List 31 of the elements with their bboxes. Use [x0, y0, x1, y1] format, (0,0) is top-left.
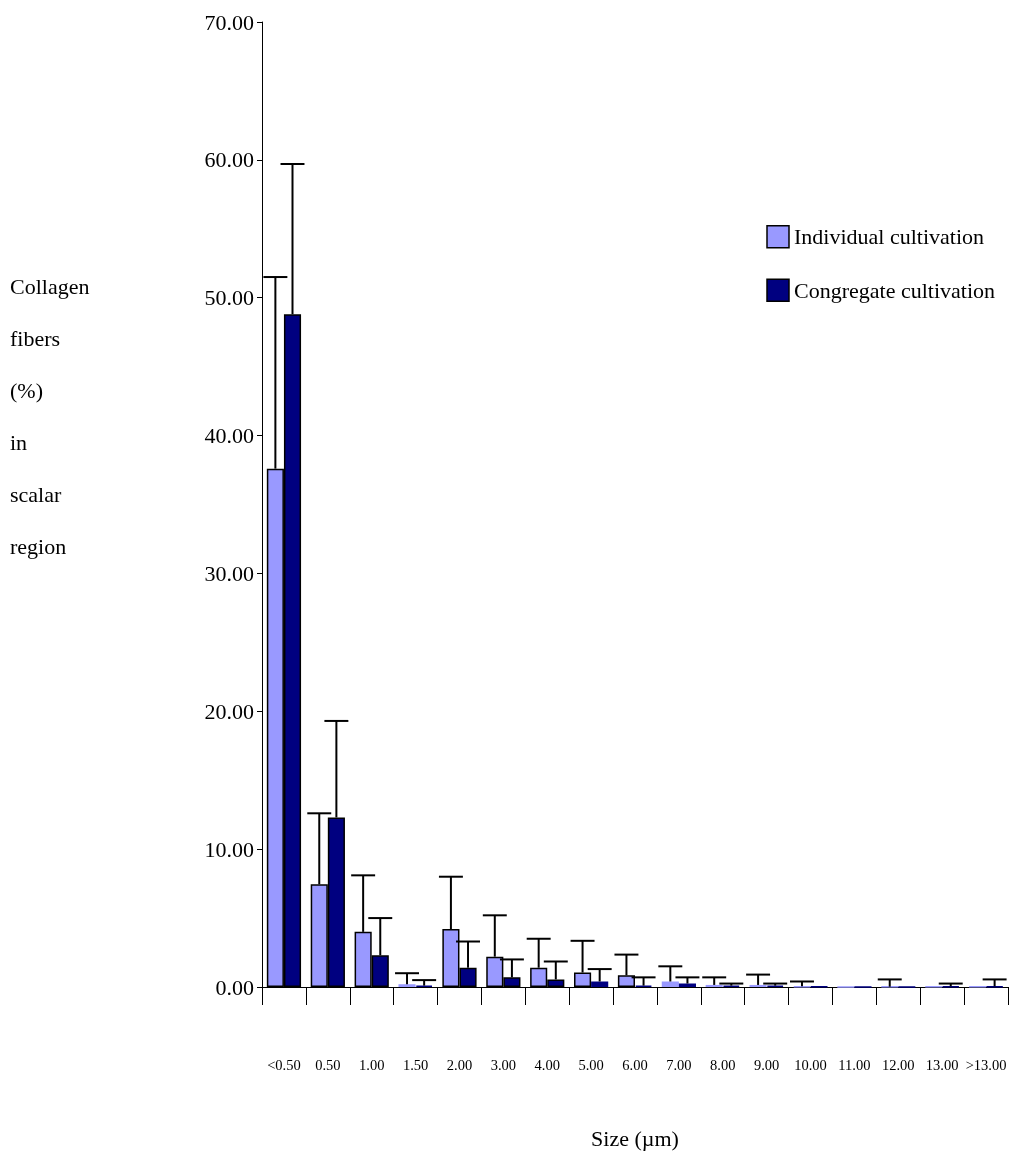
- y-tick-label: 40.00: [204, 423, 254, 449]
- y-tick-label: 70.00: [204, 9, 254, 35]
- x-tick-label: 10.00: [794, 1056, 827, 1073]
- x-tick-label: <0.50: [267, 1056, 301, 1073]
- x-tick-label: 1.50: [402, 1056, 429, 1073]
- x-tick-label: 7.00: [666, 1056, 692, 1073]
- y-tick-label: 50.00: [204, 285, 254, 311]
- x-tick-label: 2.00: [446, 1056, 473, 1073]
- bar: [661, 981, 679, 987]
- x-tick-label: >13.00: [965, 1056, 1007, 1073]
- x-tick-label: 0.50: [315, 1056, 341, 1073]
- x-tick-label: 6.00: [622, 1056, 648, 1073]
- legend-label: Individual cultivation: [794, 224, 985, 250]
- x-tick-label: 9.00: [753, 1056, 780, 1073]
- y-tick-label: 60.00: [204, 147, 254, 173]
- x-tick-label: 4.00: [534, 1056, 560, 1073]
- y-tick-label: 30.00: [204, 560, 254, 586]
- legend-label: Congregate cultivation: [794, 277, 995, 303]
- y-tick-label: 0.00: [215, 974, 254, 1000]
- text: Collagen fibers (%) in scalar region: [10, 273, 90, 559]
- x-tick-label: 12.00: [881, 1056, 915, 1073]
- x-tick-label: 3.00: [490, 1056, 517, 1073]
- x-tick-label: 13.00: [925, 1056, 959, 1073]
- x-axis-title: Size (µm): [591, 1125, 679, 1151]
- x-tick-label: 1.00: [359, 1056, 385, 1073]
- y-tick-label: 20.00: [204, 698, 254, 724]
- bar: [591, 981, 609, 987]
- y-tick-label: 10.00: [204, 836, 254, 862]
- x-tick-label: 8.00: [710, 1056, 736, 1073]
- x-tick-label: 11.00: [838, 1056, 871, 1073]
- x-tick-label: 5.00: [578, 1056, 604, 1073]
